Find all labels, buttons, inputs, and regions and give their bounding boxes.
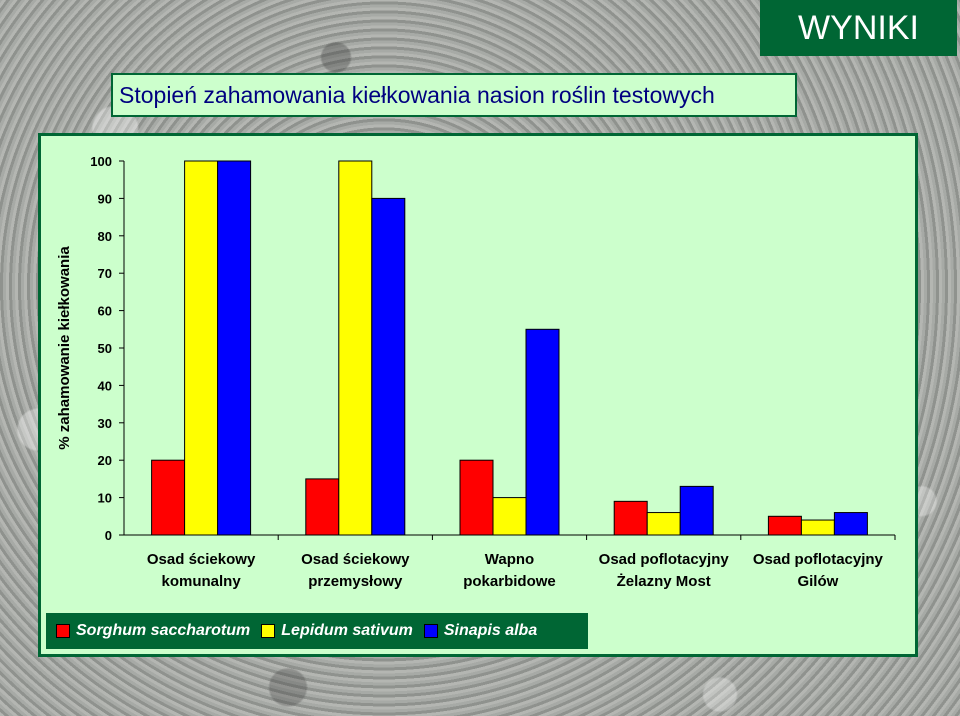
x-category-label: pokarbidowe	[463, 573, 556, 590]
legend-item-sorghum: Sorghum saccharotum	[56, 622, 250, 640]
y-tick-label: 80	[98, 229, 112, 244]
bar	[833, 512, 868, 536]
slide-title: Stopień zahamowania kiełkowania nasion r…	[111, 73, 797, 117]
legend-item-sinapis: Sinapis alba	[423, 622, 538, 640]
legend-label: Sorghum saccharotum	[76, 622, 251, 639]
bar	[305, 478, 340, 536]
bar	[800, 519, 835, 536]
legend-item-lepidum: Lepidum sativum	[261, 622, 413, 640]
x-category-label: Osad ściekowy	[147, 551, 256, 568]
bar	[184, 160, 219, 536]
bar	[217, 160, 252, 536]
legend-swatch-yellow	[261, 624, 276, 638]
x-category-label: Gilów	[797, 573, 838, 590]
chart-legend: Sorghum saccharotum Lepidum sativum Sina…	[46, 613, 588, 649]
y-tick-label: 0	[105, 528, 112, 543]
y-tick-label: 50	[98, 341, 112, 356]
x-category-label: Żelazny Most	[617, 573, 711, 590]
x-category-label: Osad poflotacyjny	[599, 551, 730, 568]
results-badge: WYNIKI	[760, 0, 957, 56]
bar	[492, 497, 527, 536]
legend-label: Sinapis alba	[443, 622, 538, 639]
x-category-label: komunalny	[162, 573, 242, 590]
y-tick-label: 40	[98, 378, 112, 393]
x-category-label: Osad poflotacyjny	[753, 551, 884, 568]
bar	[371, 197, 406, 536]
bar	[338, 160, 373, 536]
y-tick-label: 20	[98, 453, 112, 468]
bar	[646, 512, 681, 536]
y-tick-label: 30	[98, 416, 112, 431]
x-category-label: Osad ściekowy	[301, 551, 410, 568]
y-axis-title: % zahamowanie kiełkowania	[56, 246, 73, 450]
y-tick-label: 60	[98, 304, 112, 319]
bar	[459, 459, 494, 536]
bar	[767, 515, 802, 536]
bar	[525, 328, 560, 536]
y-tick-label: 70	[98, 266, 112, 281]
legend-swatch-blue	[423, 624, 438, 638]
y-tick-label: 100	[90, 154, 112, 169]
bar	[679, 485, 714, 536]
y-tick-label: 10	[98, 491, 112, 506]
x-category-label: przemysłowy	[308, 573, 403, 590]
y-tick-label: 90	[98, 191, 112, 206]
legend-label: Lepidum sativum	[281, 622, 413, 639]
x-category-label: Wapno	[485, 551, 534, 568]
bar	[613, 500, 648, 536]
bar	[151, 459, 186, 536]
legend-swatch-red	[56, 624, 70, 638]
